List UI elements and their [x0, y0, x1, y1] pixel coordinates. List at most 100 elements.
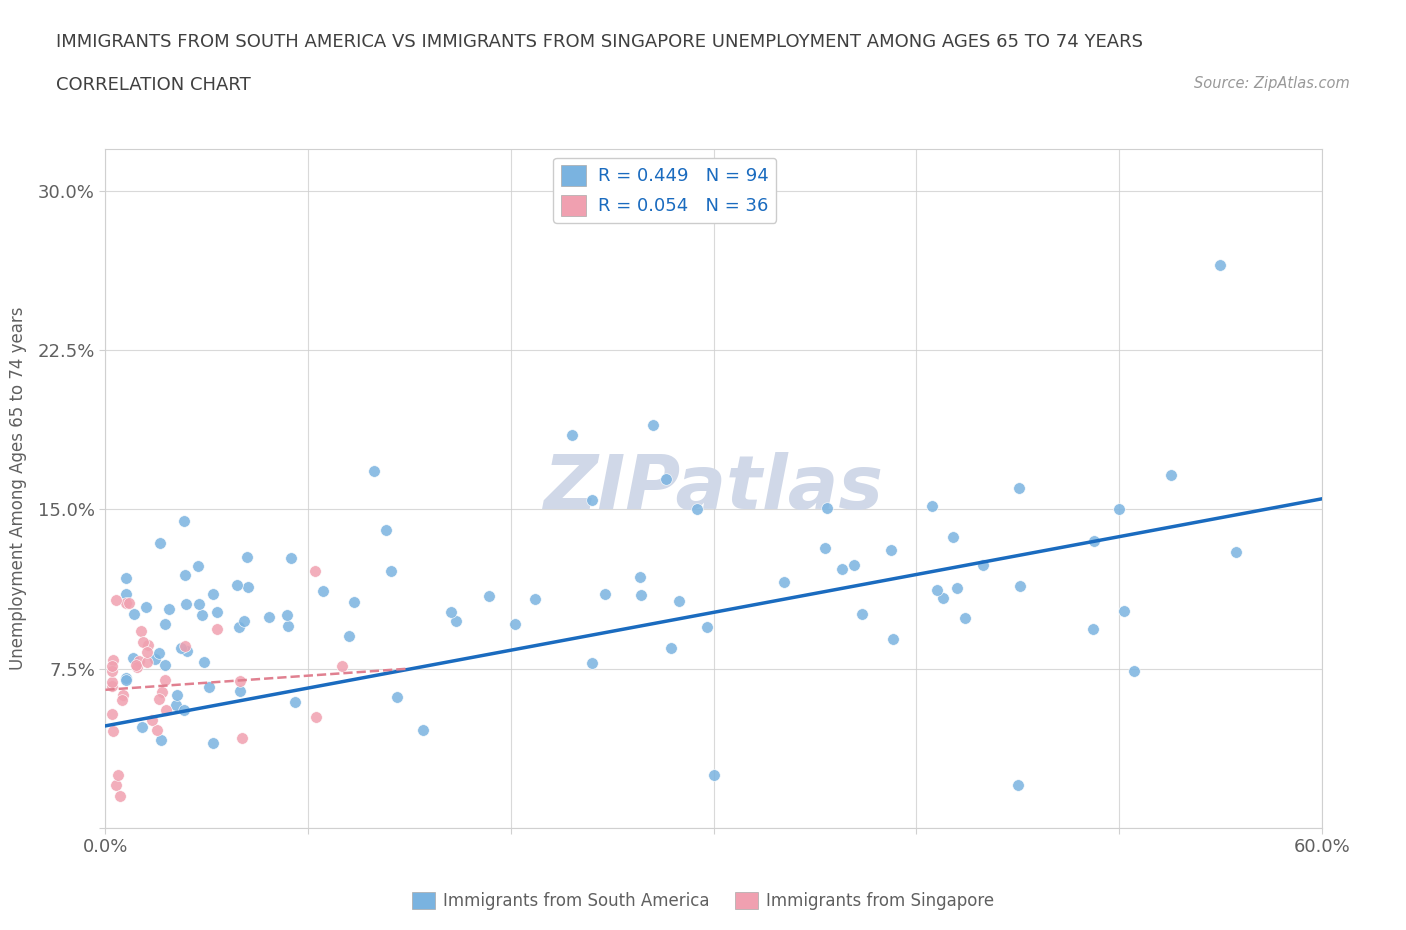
Point: [942, 529, 965, 544]
Point: [125, 658, 148, 672]
Legend: R = 0.449   N = 94, R = 0.054   N = 36: R = 0.449 N = 94, R = 0.054 N = 36: [554, 158, 776, 223]
Point: [380, 564, 402, 578]
Point: [440, 604, 463, 619]
Point: [259, 609, 281, 624]
Point: [101, 653, 124, 668]
Point: [205, 604, 228, 619]
Point: [1010, 578, 1032, 593]
Point: [363, 463, 385, 478]
Point: [446, 614, 468, 629]
Point: [561, 428, 583, 443]
Point: [238, 580, 260, 595]
Point: [696, 619, 718, 634]
Point: [1083, 534, 1105, 549]
Point: [581, 656, 603, 671]
Point: [1007, 777, 1029, 792]
Point: [921, 498, 943, 513]
Point: [100, 658, 122, 673]
Point: [284, 695, 307, 710]
Point: [174, 567, 197, 582]
Point: [131, 719, 153, 734]
Point: [972, 558, 994, 573]
Point: [202, 587, 225, 602]
Point: [165, 698, 187, 712]
Text: IMMIGRANTS FROM SOUTH AMERICA VS IMMIGRANTS FROM SINGAPORE UNEMPLOYMENT AMONG AG: IMMIGRANTS FROM SOUTH AMERICA VS IMMIGRA…: [56, 33, 1143, 50]
Point: [927, 583, 949, 598]
Point: [814, 541, 837, 556]
Point: [236, 550, 259, 565]
Point: [176, 644, 198, 658]
Point: [231, 731, 253, 746]
Point: [122, 607, 145, 622]
Point: [305, 710, 328, 724]
Point: [387, 690, 409, 705]
Point: [641, 418, 664, 432]
Point: [1225, 545, 1247, 560]
Point: [148, 645, 170, 660]
Point: [166, 687, 188, 702]
Point: [153, 616, 176, 631]
Point: [112, 687, 135, 702]
Point: [129, 623, 152, 638]
Point: [100, 678, 122, 693]
Point: [882, 631, 904, 646]
Point: [945, 580, 967, 595]
Point: [115, 595, 138, 610]
Point: [146, 723, 169, 737]
Point: [104, 593, 127, 608]
Point: [202, 736, 225, 751]
Point: [1114, 604, 1136, 618]
Point: [173, 703, 195, 718]
Point: [773, 575, 796, 590]
Point: [524, 591, 547, 606]
Point: [628, 569, 651, 584]
Point: [150, 684, 173, 699]
Point: [312, 583, 335, 598]
Point: [114, 672, 136, 687]
Point: [668, 593, 690, 608]
Point: [831, 562, 853, 577]
Point: [337, 629, 360, 644]
Point: [108, 789, 131, 804]
Legend: Immigrants from South America, Immigrants from Singapore: Immigrants from South America, Immigrant…: [405, 885, 1001, 917]
Point: [193, 655, 215, 670]
Point: [630, 588, 652, 603]
Point: [815, 500, 838, 515]
Point: [107, 767, 129, 782]
Point: [143, 651, 166, 666]
Point: [844, 558, 866, 573]
Point: [173, 513, 195, 528]
Point: [1209, 258, 1232, 272]
Point: [187, 559, 209, 574]
Point: [955, 611, 977, 626]
Point: [595, 587, 617, 602]
Point: [128, 654, 150, 669]
Point: [233, 614, 256, 629]
Point: [155, 702, 177, 717]
Point: [277, 618, 299, 633]
Point: [659, 641, 682, 656]
Point: [1081, 621, 1104, 636]
Point: [655, 472, 678, 486]
Point: [149, 536, 172, 551]
Point: [343, 594, 366, 609]
Point: [136, 645, 159, 660]
Point: [1108, 502, 1130, 517]
Point: [170, 641, 193, 656]
Point: [114, 571, 136, 586]
Point: [121, 650, 143, 665]
Point: [136, 655, 159, 670]
Point: [100, 707, 122, 722]
Point: [1008, 481, 1031, 496]
Y-axis label: Unemployment Among Ages 65 to 74 years: Unemployment Among Ages 65 to 74 years: [8, 307, 27, 670]
Point: [581, 493, 603, 508]
Point: [135, 599, 157, 614]
Point: [225, 578, 247, 592]
Point: [136, 638, 159, 653]
Point: [880, 542, 903, 557]
Point: [125, 659, 148, 674]
Point: [132, 635, 155, 650]
Point: [198, 680, 221, 695]
Point: [478, 589, 501, 604]
Point: [100, 663, 122, 678]
